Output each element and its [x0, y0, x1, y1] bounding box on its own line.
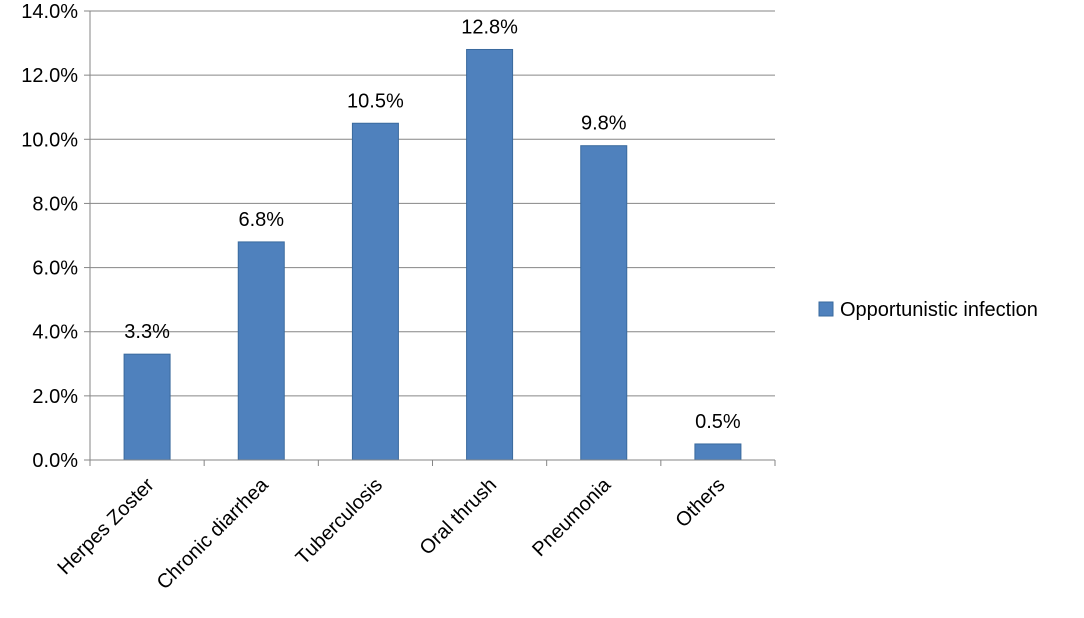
- data-label: 12.8%: [461, 16, 518, 38]
- y-tick-label: 2.0%: [32, 386, 78, 408]
- data-label: 3.3%: [124, 321, 170, 343]
- y-tick-label: 10.0%: [21, 129, 78, 151]
- legend-label: Opportunistic infection: [840, 299, 1038, 321]
- data-labels: 3.3% 6.8% 10.5% 12.8% 9.8% 0.5%: [124, 16, 741, 432]
- y-tick-label: 4.0%: [32, 322, 78, 344]
- x-category-label: Oral thrush: [416, 474, 502, 560]
- x-category-label: Others: [671, 474, 729, 532]
- bar-pneumonia: [580, 145, 628, 461]
- data-label: 6.8%: [238, 209, 284, 231]
- x-category-label: Herpes Zoster: [53, 474, 158, 579]
- data-label: 0.5%: [695, 411, 741, 433]
- x-category-label: Chronic diarrhea: [153, 473, 274, 594]
- data-label: 9.8%: [581, 113, 627, 135]
- bar-herpes-zoster: [123, 353, 171, 461]
- y-tick-label: 8.0%: [32, 193, 78, 215]
- y-tick-label: 0.0%: [32, 450, 78, 472]
- y-axis-tick-labels: 0.0% 2.0% 4.0% 6.0% 8.0% 10.0% 12.0% 14.0%: [21, 1, 78, 472]
- data-label: 10.5%: [347, 90, 404, 112]
- axes: [89, 11, 776, 466]
- bar-tuberculosis: [351, 122, 399, 461]
- gridlines: [84, 10, 775, 461]
- bar-chronic-diarrhea: [237, 241, 285, 461]
- y-tick-label: 14.0%: [21, 1, 78, 23]
- bar-others: [694, 443, 742, 461]
- bars: [123, 48, 742, 461]
- y-tick-label: 12.0%: [21, 65, 78, 87]
- bar-oral-thrush: [466, 48, 514, 461]
- y-tick-label: 6.0%: [32, 258, 78, 280]
- legend-swatch: [818, 301, 834, 317]
- x-category-label: Tuberculosis: [292, 474, 387, 569]
- x-category-label: Pneumonia: [528, 473, 616, 561]
- legend: Opportunistic infection: [818, 299, 1038, 321]
